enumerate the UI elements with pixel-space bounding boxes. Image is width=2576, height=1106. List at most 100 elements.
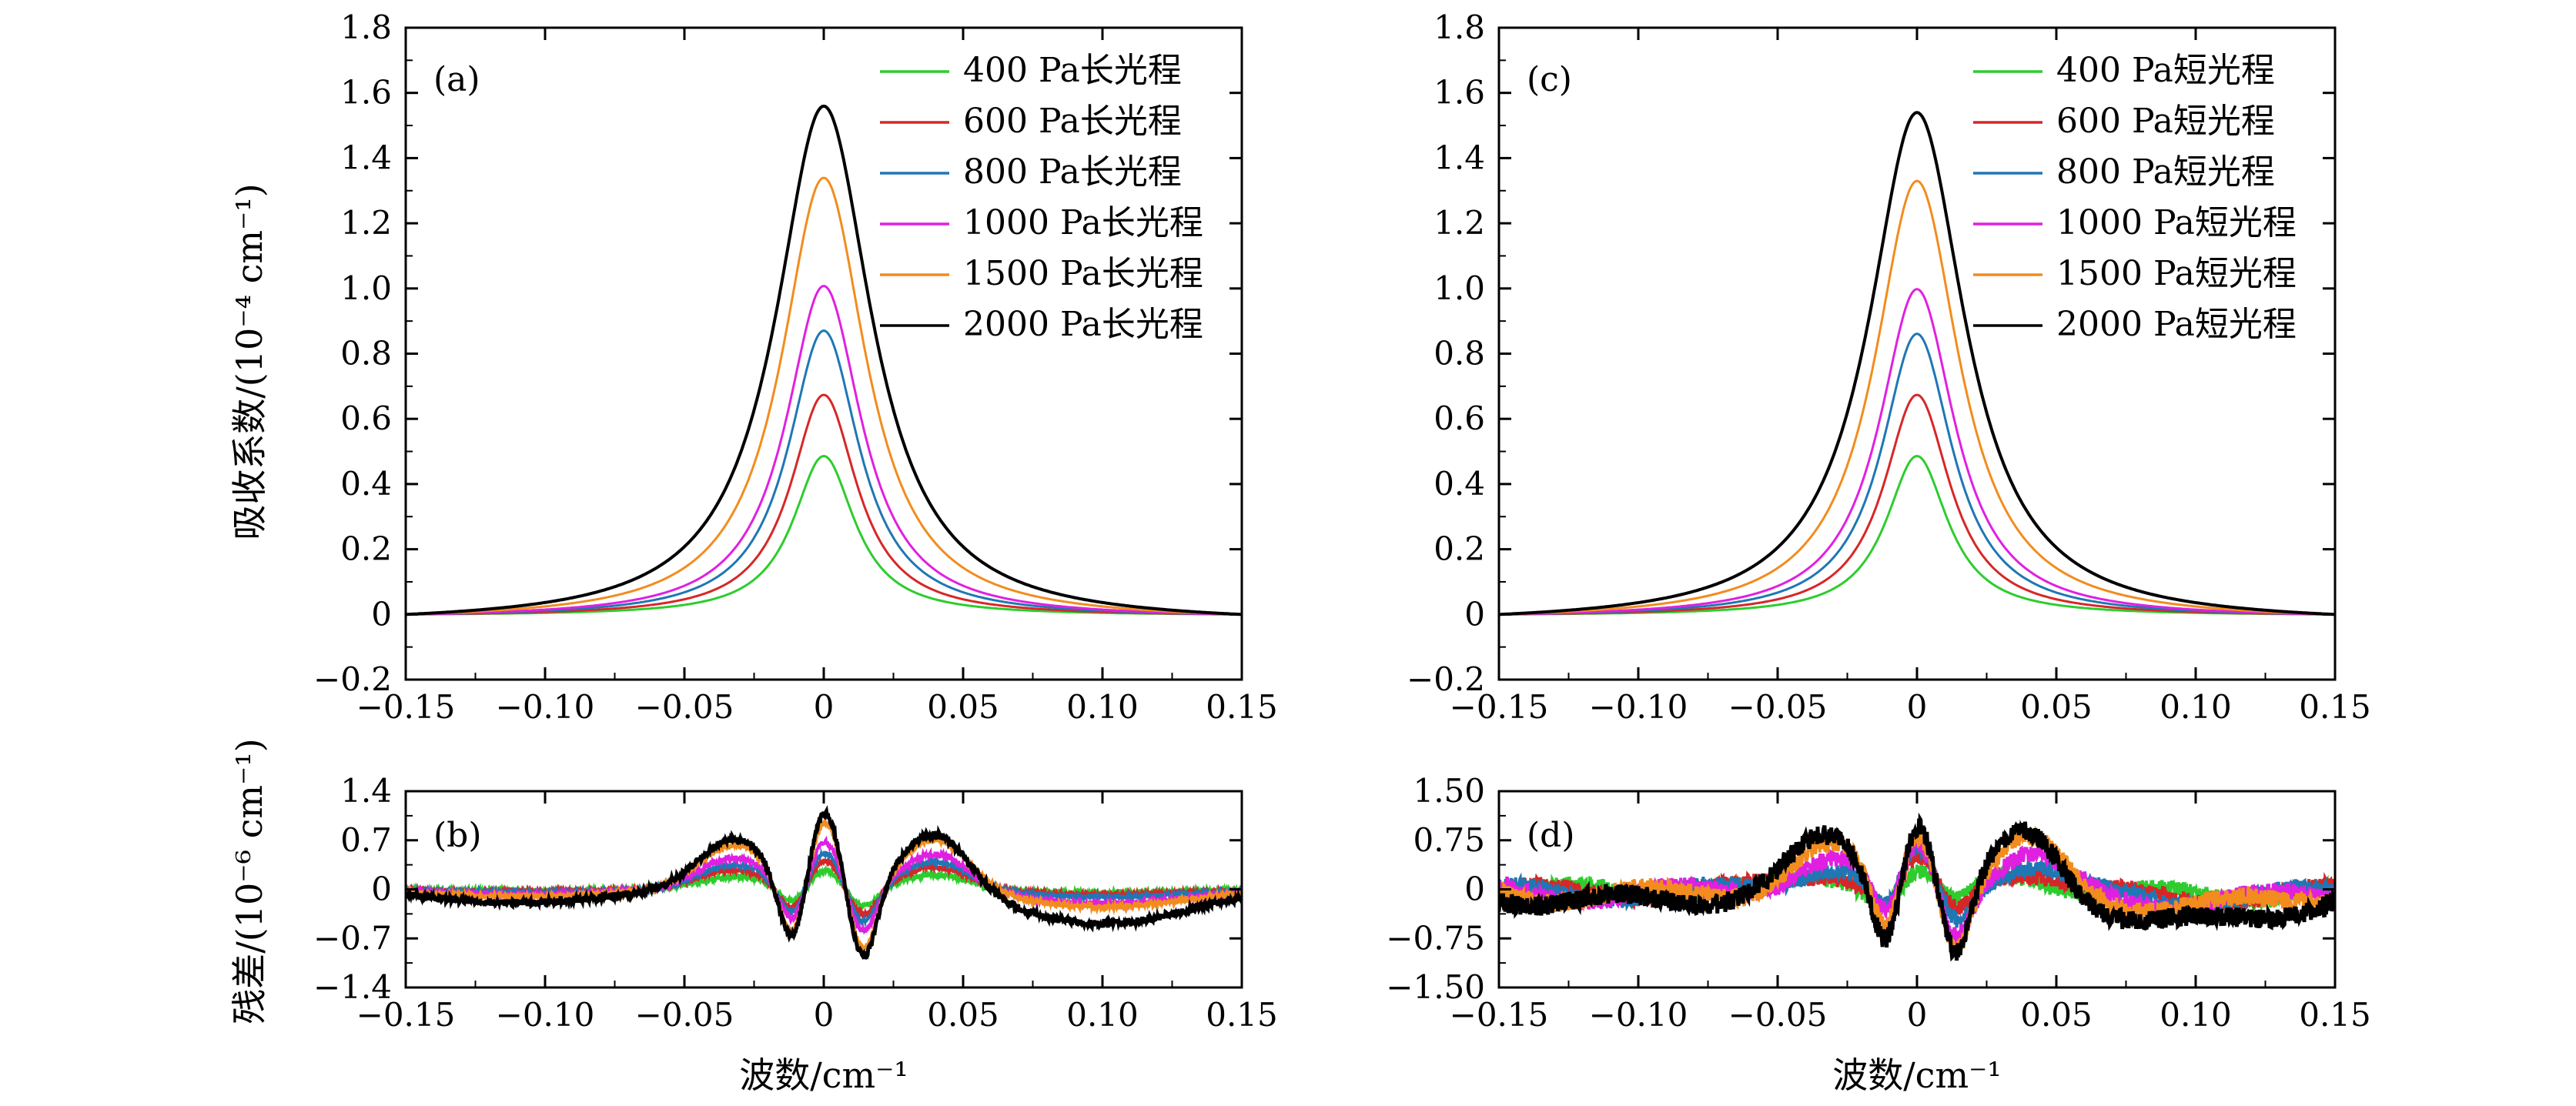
series-line-1500 <box>406 176 1242 616</box>
plot-area <box>406 104 1242 616</box>
y-tick-label: 0.4 <box>340 465 392 503</box>
x-tick-label: 0 <box>814 996 835 1034</box>
x-tick-label: 0.05 <box>927 688 999 726</box>
y-tick-label: −1.50 <box>1386 968 1485 1006</box>
y-tick-label: 1.0 <box>340 269 392 307</box>
series-line-400 <box>406 454 1242 616</box>
x-tick-label: 0 <box>814 688 835 726</box>
y-tick-label: −0.2 <box>1407 660 1485 698</box>
x-axis-title-right: 波数/cm⁻¹ <box>1832 1054 2002 1096</box>
y-tick-label: 1.6 <box>340 74 392 112</box>
series-line-2000 <box>406 805 1242 961</box>
y-tick-label: 0.2 <box>340 530 392 568</box>
x-tick-label: −0.10 <box>496 996 595 1034</box>
y-tick-label: 1.6 <box>1434 74 1485 112</box>
y-tick-label: 0.7 <box>340 821 392 859</box>
legend-label-2000: 2000 Pa短光程 <box>2056 305 2297 344</box>
y-tick-label: 0 <box>371 595 392 633</box>
series-line-1000 <box>1499 288 2335 616</box>
y-tick-label: 1.8 <box>340 8 392 46</box>
y-axis-title-top: 吸收系数/(10⁻⁴ cm⁻¹) <box>229 183 270 540</box>
legend-label-1000: 1000 Pa长光程 <box>963 203 1203 242</box>
y-tick-label: 0.8 <box>1434 335 1485 373</box>
x-tick-label: 0.15 <box>1206 996 1278 1034</box>
y-tick-label: 0.8 <box>340 335 392 373</box>
y-axis-title-bottom: 残差/(10⁻⁶ cm⁻¹) <box>229 738 270 1024</box>
y-tick-label: 0 <box>1464 870 1485 908</box>
series-line-1500 <box>1499 179 2335 616</box>
series-line-400 <box>1499 454 2335 616</box>
x-tick-label: −0.05 <box>1728 688 1828 726</box>
x-tick-label: 0.05 <box>927 996 999 1034</box>
series-line-2000 <box>406 104 1242 616</box>
panel-a: −0.15 −0.10 −0.05 0 0.05 0.10 0.15 −0.2 0 0.2 0.4 0… <box>313 8 1278 726</box>
legend-label-1500: 1500 Pa短光程 <box>2056 254 2297 293</box>
legend-label-1500: 1500 Pa长光程 <box>963 254 1203 293</box>
x-tick-label: −0.15 <box>1450 688 1549 726</box>
x-tick-label: −0.10 <box>496 688 595 726</box>
y-tick-label: 0.6 <box>1434 399 1485 437</box>
series-line-600 <box>1499 393 2335 616</box>
x-tick-label: 0.10 <box>1066 688 1139 726</box>
plot-area <box>1499 111 2335 616</box>
y-tick-label: 0.4 <box>1434 465 1485 503</box>
panel-label: (a) <box>433 60 480 99</box>
y-tick-label: 1.50 <box>1413 772 1485 810</box>
panel-label: (d) <box>1527 816 1575 855</box>
legend-label-800: 800 Pa短光程 <box>2056 152 2275 192</box>
y-tick-label: 0.6 <box>340 399 392 437</box>
series-line-2000 <box>1499 111 2335 616</box>
y-tick-label: 0 <box>371 870 392 908</box>
series-line-2000 <box>1499 812 2335 962</box>
y-tick-label: 1.4 <box>340 772 392 810</box>
legend-label-2000: 2000 Pa长光程 <box>963 305 1203 344</box>
y-tick-label: 0 <box>1464 595 1485 633</box>
plot-area <box>406 805 1242 961</box>
y-tick-label: 1.4 <box>340 139 392 176</box>
y-tick-label: 1.2 <box>1434 204 1485 242</box>
series-line-600 <box>406 393 1242 616</box>
y-tick-label: −0.75 <box>1386 919 1485 957</box>
x-tick-label: −0.15 <box>356 688 456 726</box>
series-line-1000 <box>406 284 1242 616</box>
x-tick-label: 0.10 <box>2159 996 2232 1034</box>
y-tick-label: 0.75 <box>1413 821 1485 859</box>
x-tick-label: 0.05 <box>2020 688 2093 726</box>
y-tick-label: 0.2 <box>1434 530 1485 568</box>
x-tick-label: −0.10 <box>1589 996 1688 1034</box>
x-tick-label: 0 <box>1907 688 1928 726</box>
x-tick-label: 0.10 <box>2159 688 2232 726</box>
x-tick-label: −0.05 <box>1728 996 1828 1034</box>
x-tick-label: −0.15 <box>356 996 456 1034</box>
x-axis-title-left: 波数/cm⁻¹ <box>739 1054 908 1096</box>
y-tick-label: 1.0 <box>1434 269 1485 307</box>
panel-b: −0.15 −0.10 −0.05 0 0.05 0.10 0.15 −1.4 −0.7 0 0.7… <box>313 772 1278 1034</box>
y-tick-label: −0.2 <box>313 660 392 698</box>
legend-label-1000: 1000 Pa短光程 <box>2056 203 2297 242</box>
panel-label: (b) <box>433 816 482 855</box>
panel-c: −0.15 −0.10 −0.05 0 0.05 0.10 0.15 −0.2 0 0.2 0.4 0… <box>1407 8 2371 726</box>
y-tick-label: 1.2 <box>340 204 392 242</box>
legend-label-600: 600 Pa短光程 <box>2056 102 2275 141</box>
y-tick-label: 1.4 <box>1434 139 1485 176</box>
panel-d: −0.15 −0.10 −0.05 0 0.05 0.10 0.15 −1.50 −0.75 0 0… <box>1386 772 2370 1034</box>
x-tick-label: −0.10 <box>1589 688 1688 726</box>
legend-label-600: 600 Pa长光程 <box>963 102 1182 141</box>
y-tick-label: −1.4 <box>313 968 392 1006</box>
x-tick-label: −0.15 <box>1450 996 1549 1034</box>
series-line-800 <box>406 329 1242 616</box>
series-line-1500 <box>406 817 1242 956</box>
legend-label-400: 400 Pa长光程 <box>963 51 1182 90</box>
x-tick-label: −0.05 <box>635 688 734 726</box>
x-tick-label: 0.15 <box>2299 996 2371 1034</box>
x-tick-label: 0.15 <box>2299 688 2371 726</box>
legend-label-800: 800 Pa长光程 <box>963 152 1182 192</box>
x-tick-label: 0.10 <box>1066 996 1139 1034</box>
y-tick-label: 1.8 <box>1434 8 1485 46</box>
legend-label-400: 400 Pa短光程 <box>2056 51 2275 90</box>
x-tick-label: −0.05 <box>635 996 734 1034</box>
series-line-800 <box>1499 332 2335 616</box>
x-tick-label: 0.05 <box>2020 996 2093 1034</box>
panel-label: (c) <box>1527 60 1572 99</box>
